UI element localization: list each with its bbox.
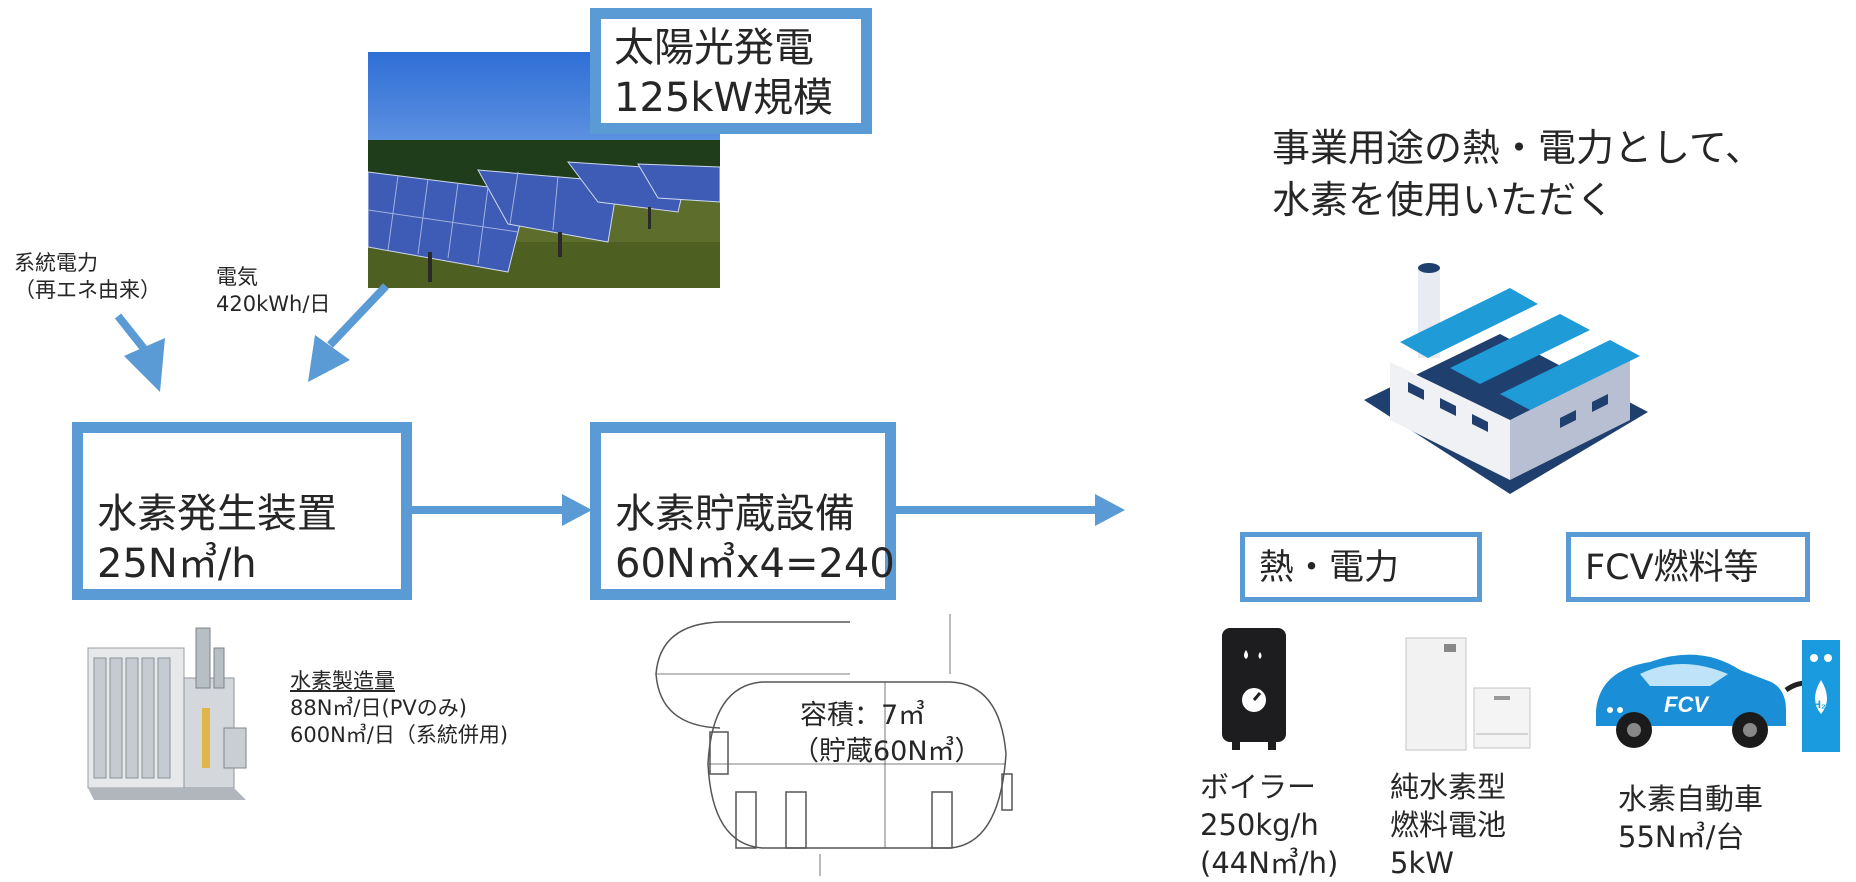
tank-drawing bbox=[655, 614, 1013, 876]
heat-power-box: 熱・電力 bbox=[1240, 532, 1482, 602]
heat-power-label: 熱・電力 bbox=[1259, 548, 1400, 588]
fcv-label: 水素自動車 55N㎥/台 bbox=[1618, 782, 1764, 854]
production-title: 水素製造量 bbox=[290, 669, 395, 693]
production-grid: 600N㎥/日（系統併用) bbox=[290, 723, 509, 747]
fcv-fuel-box: FCV燃料等 bbox=[1566, 532, 1810, 602]
tank-storage-line: （貯蔵60N㎥） bbox=[792, 736, 982, 767]
fuel-cell-label: 純水素型 燃料電池 5kW bbox=[1390, 770, 1507, 880]
grid-arrow-head bbox=[124, 338, 165, 392]
usage-line-2: 水素を使用いただく bbox=[1272, 178, 1615, 222]
grid-arrow bbox=[114, 313, 149, 353]
boiler-icon bbox=[1222, 628, 1286, 750]
fcv-badge: FCV bbox=[1664, 692, 1710, 717]
solar-title: 太陽光発電 bbox=[614, 25, 814, 71]
tank-volume: 容積：7㎥ （貯蔵60N㎥） bbox=[792, 698, 982, 770]
factory-icon bbox=[1364, 263, 1648, 494]
usage-caption: 事業用途の熱・電力として、 水素を使用いただく bbox=[1272, 122, 1763, 226]
solar-arrow-head bbox=[308, 335, 350, 382]
solar-capacity: 125kW規模 bbox=[614, 75, 834, 121]
generator-to-storage-arrow-head bbox=[562, 494, 592, 526]
electricity-label: 電気 420kWh/日 bbox=[216, 265, 331, 316]
storage-title: 水素貯蔵設備 bbox=[615, 491, 855, 537]
grid-power-label: 系統電力 （再エネ由来） bbox=[14, 251, 161, 302]
boiler-label: ボイラー 250kg/h (44N㎥/h) bbox=[1200, 770, 1339, 880]
fuel-cell-icon bbox=[1405, 637, 1531, 751]
solar-arrow bbox=[327, 283, 389, 348]
production-pv: 88N㎥/日(PVのみ) bbox=[290, 696, 467, 720]
hydrogen-generator-box: 水素発生装置 25N㎥/h bbox=[72, 422, 412, 600]
generator-rate: 25N㎥/h bbox=[97, 541, 257, 587]
storage-capacity: 60N㎥x4=240 bbox=[615, 541, 895, 587]
storage-to-usage-arrow-head bbox=[1095, 494, 1125, 526]
fcv-car-icon: FCV H₂ bbox=[1596, 640, 1840, 752]
tank-volume-line: 容積：7㎥ bbox=[800, 700, 926, 731]
hydrogen-storage-box: 水素貯蔵設備 60N㎥x4=240 bbox=[590, 422, 896, 600]
production-info: 水素製造量 88N㎥/日(PVのみ) 600N㎥/日（系統併用) bbox=[290, 668, 508, 749]
generator-title: 水素発生装置 bbox=[97, 491, 337, 537]
hydrogen-generator-image bbox=[87, 627, 247, 800]
solar-power-box: 太陽光発電 125kW規模 bbox=[590, 8, 872, 134]
fcv-fuel-label: FCV燃料等 bbox=[1585, 548, 1759, 588]
usage-line-1: 事業用途の熱・電力として、 bbox=[1272, 126, 1763, 170]
fcv-h2-label: H₂ bbox=[1813, 699, 1826, 711]
